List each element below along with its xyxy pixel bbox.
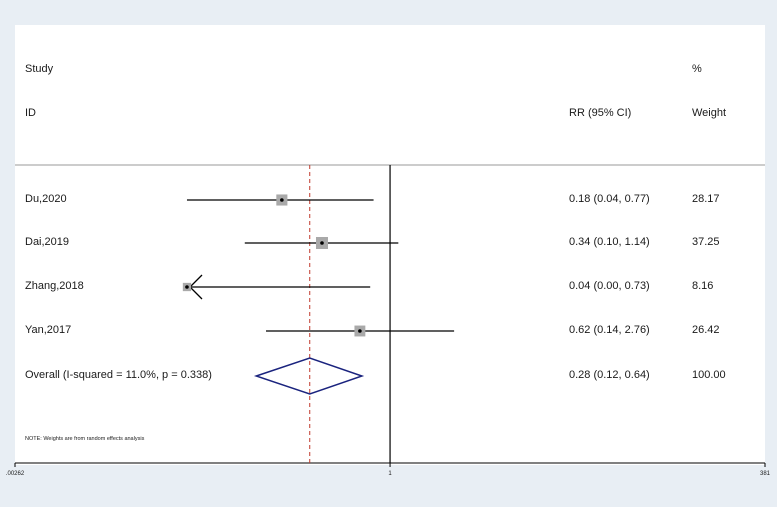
- footnote: NOTE: Weights are from random effects an…: [25, 436, 145, 442]
- study-weight-text: 8.16: [692, 280, 714, 292]
- header-percent: %: [692, 63, 702, 75]
- study-label: Zhang,2018: [25, 280, 84, 292]
- point-estimate: [185, 285, 189, 289]
- point-estimate: [358, 329, 362, 333]
- header-weight: Weight: [692, 107, 727, 119]
- point-estimate: [320, 241, 324, 245]
- overall-weight-text: 100.00: [692, 369, 726, 381]
- overall-label: Overall (I-squared = 11.0%, p = 0.338): [25, 369, 212, 381]
- x-tick-label: 1: [388, 471, 392, 477]
- header-rr-ci: RR (95% CI): [569, 107, 632, 119]
- study-label: Yan,2017: [25, 324, 72, 336]
- study-label: Dai,2019: [25, 236, 70, 248]
- overall-ci-text: 0.28 (0.12, 0.64): [569, 369, 650, 381]
- study-weight-text: 37.25: [692, 236, 720, 248]
- study-ci-text: 0.62 (0.14, 2.76): [569, 324, 650, 336]
- x-tick-label: 381: [759, 471, 771, 477]
- overall-diamond: [253, 357, 365, 395]
- study-weight-text: 28.17: [692, 193, 720, 205]
- study-label: Du,2020: [25, 193, 67, 205]
- header-study: Study: [25, 63, 54, 75]
- study-ci-text: 0.18 (0.04, 0.77): [569, 193, 650, 205]
- study-ci-text: 0.34 (0.10, 1.14): [569, 236, 650, 248]
- x-tick-label: .00262: [5, 471, 25, 477]
- point-estimate: [280, 198, 284, 202]
- study-ci-text: 0.04 (0.00, 0.73): [569, 280, 650, 292]
- study-weight-text: 26.42: [692, 324, 720, 336]
- header-id: ID: [25, 107, 36, 119]
